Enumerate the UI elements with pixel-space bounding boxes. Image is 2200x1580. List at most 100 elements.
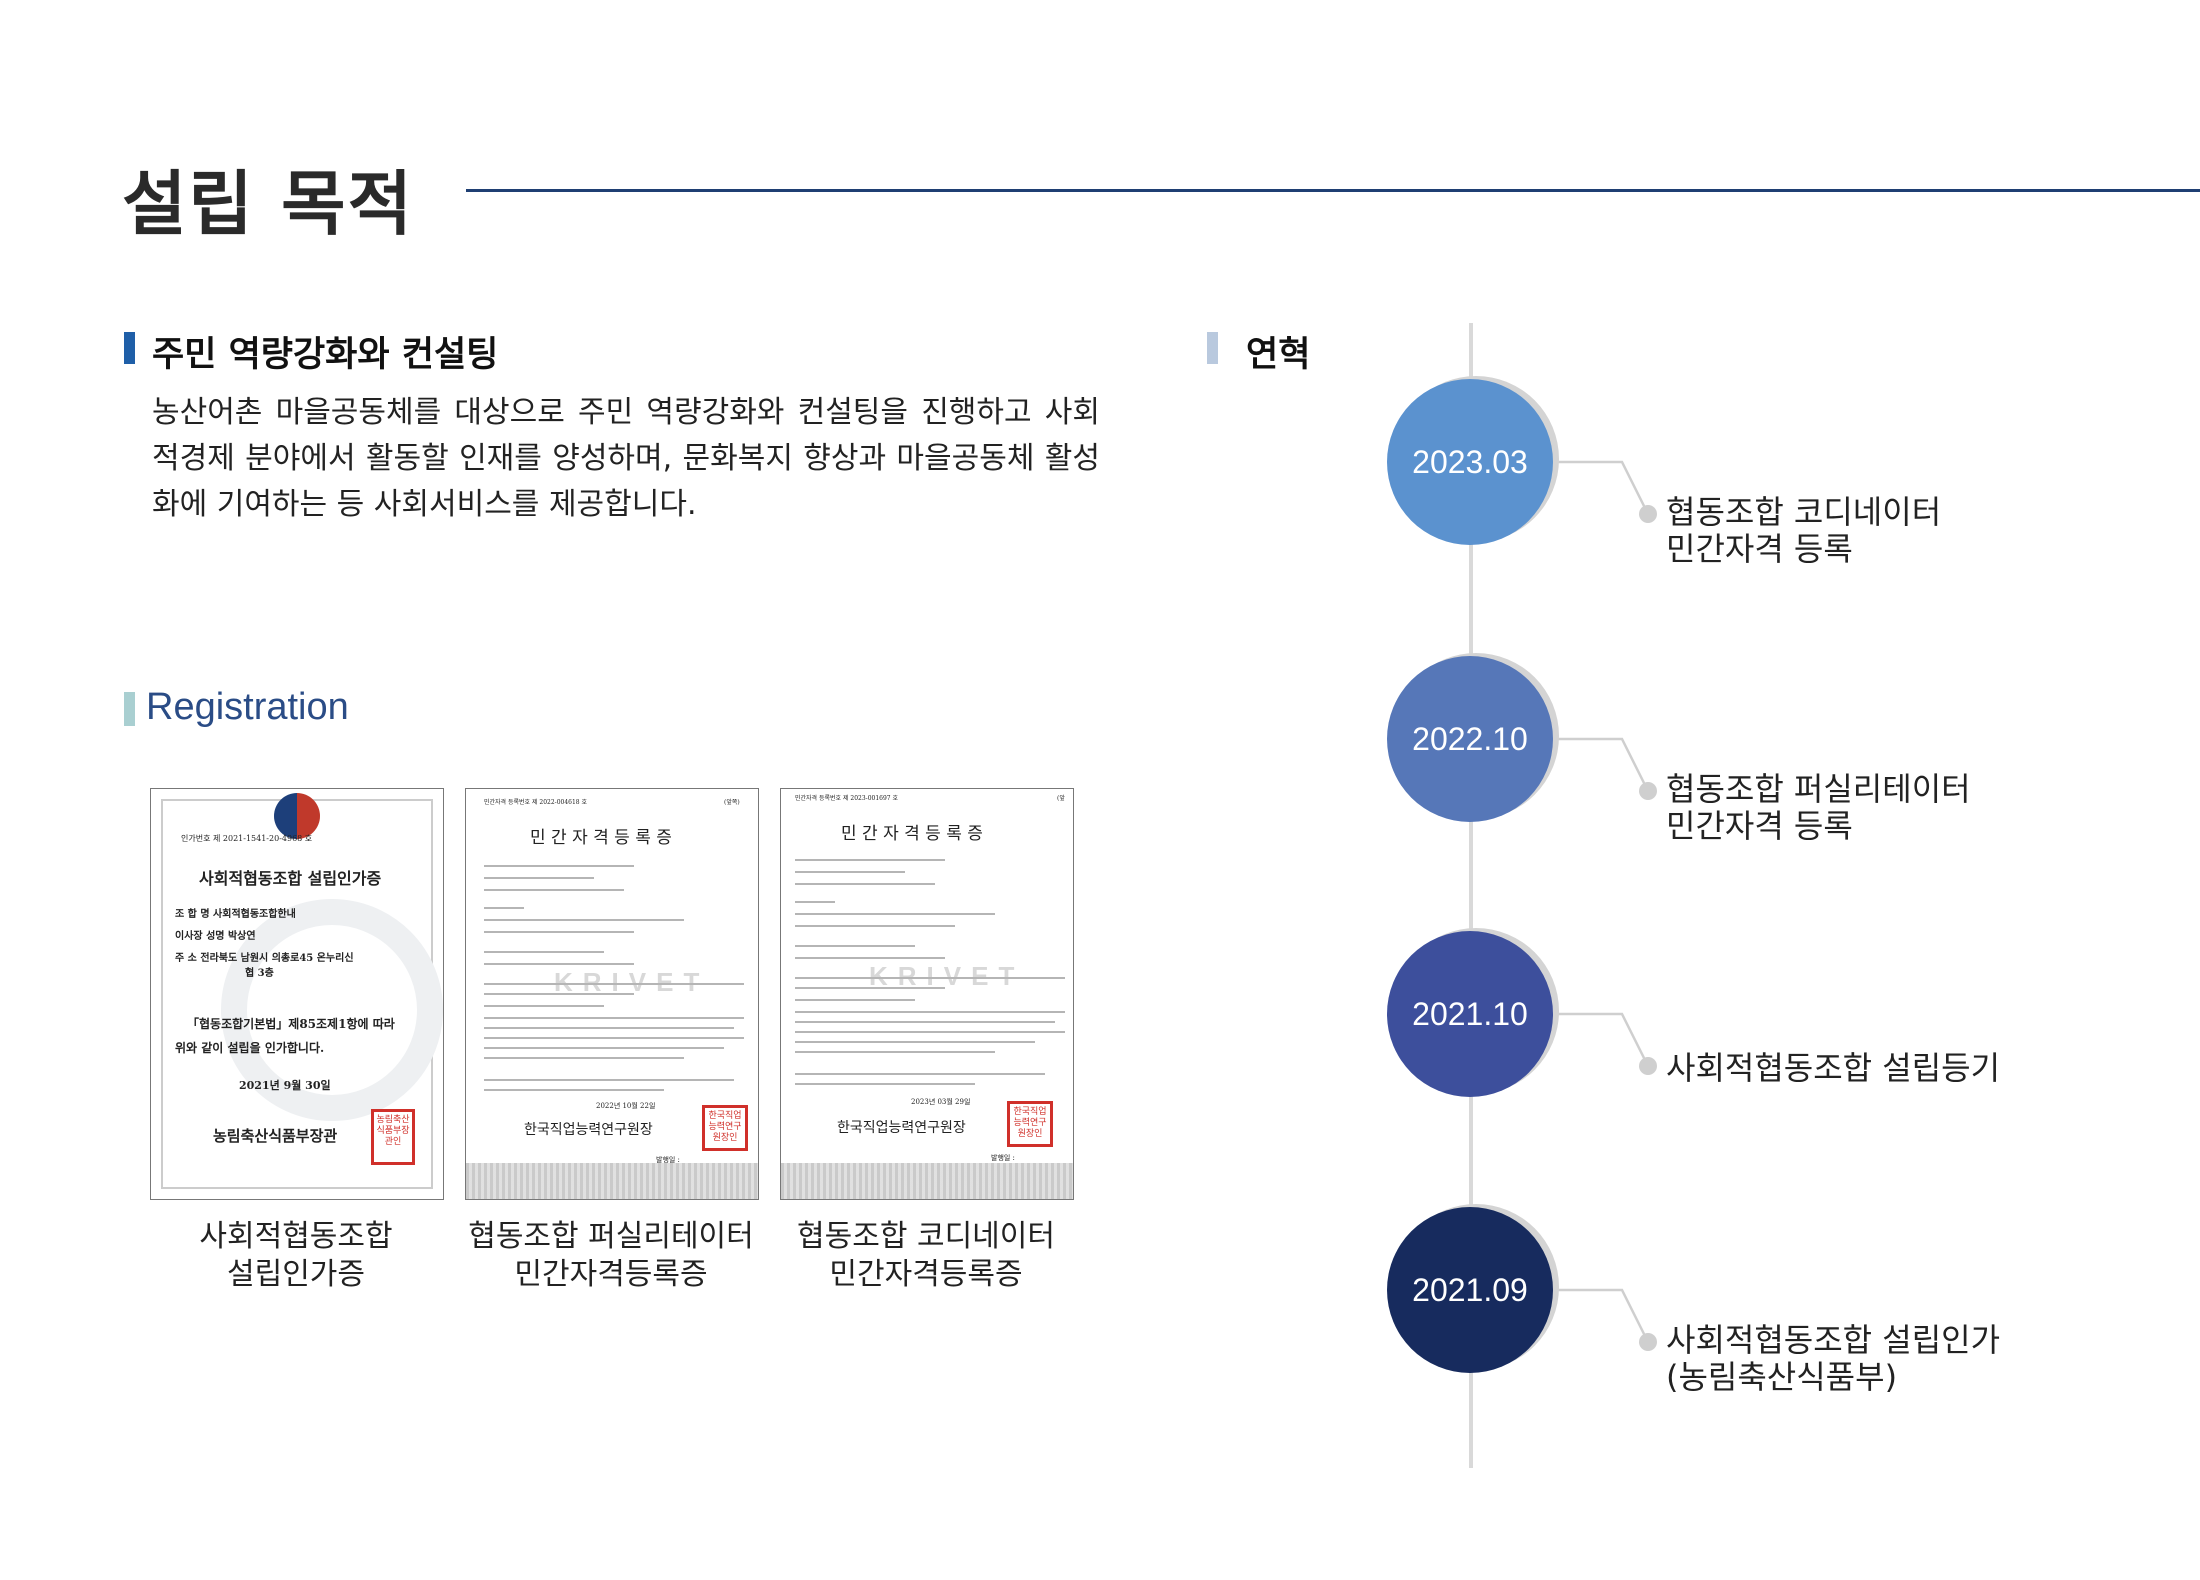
- scan-strip: [781, 1163, 1073, 1199]
- event-line: 민간자격 등록: [1666, 807, 1853, 845]
- event-line: 사회적협동조합 설립등기: [1666, 1049, 2001, 1087]
- section-marker: [124, 332, 135, 364]
- document-caption: 협동조합 코디네이터 민간자격등록증: [775, 1218, 1077, 1294]
- text-line: [484, 889, 624, 891]
- document-caption: 사회적협동조합 설립인가증: [150, 1218, 442, 1294]
- event-line: 사회적협동조합 설립인가: [1666, 1321, 2001, 1359]
- doc-issuer: 농림축산식품부장관: [213, 1127, 338, 1145]
- doc-number: 민간자격 등록번호 제 2023-001697 호: [795, 795, 899, 802]
- connector-line: [1556, 460, 1650, 515]
- doc-date: 2021년 9월 30일: [239, 1079, 331, 1092]
- certificate-image: 민간자격 등록번호 제 2022-004618 호 (앞쪽) 민 간 자 격 등…: [465, 788, 759, 1200]
- doc-field: 주 소 전라북도 남원시 의총로45 온누리신: [175, 953, 354, 964]
- text-line: [484, 1005, 604, 1007]
- doc-title: 민 간 자 격 등 록 증: [841, 824, 983, 844]
- doc-title: 사회적협동조합 설립인가증: [199, 869, 382, 888]
- registration-heading: Registration: [146, 686, 349, 728]
- text-line: [795, 901, 835, 903]
- connector-line: [1556, 737, 1650, 792]
- official-seal: 농림축산식품부장관인: [371, 1109, 415, 1165]
- page-title: 설립 목적: [122, 163, 414, 245]
- caption-line: 협동조합 코디네이터: [797, 1219, 1055, 1254]
- text-line: [484, 907, 524, 909]
- text-line: [484, 983, 744, 985]
- event-line: 협동조합 코디네이터: [1666, 493, 1942, 531]
- text-line: [484, 1079, 734, 1081]
- bullet-dot: [1639, 505, 1657, 523]
- text-line: [795, 925, 955, 927]
- scan-strip: [466, 1163, 758, 1199]
- text-line: [795, 859, 945, 861]
- timeline-node: 2021.10: [1387, 931, 1553, 1097]
- document-caption: 협동조합 퍼실리테이터 민간자격등록증: [460, 1218, 762, 1294]
- doc-footer: 발행일 :: [991, 1154, 1015, 1162]
- text-line: [795, 1021, 1055, 1023]
- government-emblem: [274, 793, 320, 839]
- text-line: [795, 1051, 995, 1053]
- section-marker: [1207, 332, 1218, 364]
- doc-field: 협 3층: [245, 968, 274, 979]
- text-line: [484, 963, 634, 965]
- text-line: [795, 871, 905, 873]
- text-line: [795, 957, 945, 959]
- text-line: [795, 1073, 1045, 1075]
- title-divider: [466, 189, 2200, 192]
- text-line: [795, 1011, 1065, 1013]
- text-line: [795, 883, 935, 885]
- doc-footer: 발행일 :: [656, 1156, 680, 1164]
- timeline-event: 사회적협동조합 설립등기: [1666, 1050, 2000, 1087]
- caption-line: 민간자격등록증: [829, 1257, 1023, 1292]
- timeline-event: 협동조합 퍼실리테이터 민간자격 등록: [1666, 771, 1971, 845]
- text-line: [484, 993, 634, 995]
- text-line: [484, 1089, 664, 1091]
- timeline-line: [1469, 323, 1473, 1468]
- history-heading: 연혁: [1246, 335, 1311, 375]
- doc-issuer: 한국직업능력연구원장: [524, 1122, 653, 1138]
- doc-date: 2022년 10월 22일: [596, 1102, 656, 1110]
- doc-field: 이사장 성명 박상연: [175, 931, 256, 942]
- timeline-event: 협동조합 코디네이터 민간자격 등록: [1666, 494, 1941, 568]
- certificate-image: 인가번호 제 2021-1541-20-4968 호 사회적협동조합 설립인가증…: [150, 788, 444, 1200]
- text-line: [795, 945, 915, 947]
- text-line: [484, 877, 594, 879]
- bullet-dot: [1639, 782, 1657, 800]
- text-line: [795, 987, 945, 989]
- event-line: 민간자격 등록: [1666, 530, 1853, 568]
- text-line: [795, 1041, 1035, 1043]
- timeline-event: 사회적협동조합 설립인가 (농림축산식품부): [1666, 1322, 2000, 1396]
- text-line: [484, 1047, 724, 1049]
- krivet-watermark: KRIVET: [554, 967, 710, 997]
- text-line: [484, 865, 634, 867]
- doc-title: 민 간 자 격 등 록 증: [530, 828, 672, 848]
- section-marker: [124, 692, 135, 726]
- official-seal: 한국직업능력연구원장인: [702, 1105, 748, 1151]
- text-line: [795, 999, 915, 1001]
- doc-number: 인가번호 제 2021-1541-20-4968 호: [181, 834, 313, 843]
- timeline-node: 2022.10: [1387, 656, 1553, 822]
- doc-date: 2023년 03월 29일: [911, 1098, 971, 1106]
- caption-line: 설립인가증: [227, 1257, 365, 1292]
- text-line: [484, 1037, 744, 1039]
- purpose-heading: 주민 역량강화와 컨설팅: [152, 335, 499, 375]
- timeline-node: 2021.09: [1387, 1207, 1553, 1373]
- event-line: (농림축산식품부): [1666, 1358, 1898, 1396]
- doc-issuer: 한국직업능력연구원장: [837, 1120, 966, 1136]
- text-line: [484, 1057, 684, 1059]
- doc-statement: 「협동조합기본법」제85조제1항에 따라: [187, 1017, 395, 1031]
- doc-corner: (앞: [1057, 795, 1065, 802]
- doc-number: 민간자격 등록번호 제 2022-004618 호: [484, 799, 588, 806]
- text-line: [484, 951, 604, 953]
- certificate-image: 민간자격 등록번호 제 2023-001697 호 (앞 민 간 자 격 등 록…: [780, 788, 1074, 1200]
- doc-statement: 위와 같이 설립을 인가합니다.: [175, 1041, 325, 1055]
- bullet-dot: [1639, 1333, 1657, 1351]
- doc-corner: (앞쪽): [724, 799, 740, 806]
- official-seal: 한국직업능력연구원장인: [1007, 1101, 1053, 1147]
- connector-line: [1556, 1012, 1650, 1067]
- caption-line: 사회적협동조합: [199, 1219, 393, 1254]
- text-line: [484, 1017, 744, 1019]
- text-line: [795, 977, 1065, 979]
- text-line: [795, 1031, 1065, 1033]
- event-line: 협동조합 퍼실리테이터: [1666, 770, 1971, 808]
- text-line: [795, 1083, 975, 1085]
